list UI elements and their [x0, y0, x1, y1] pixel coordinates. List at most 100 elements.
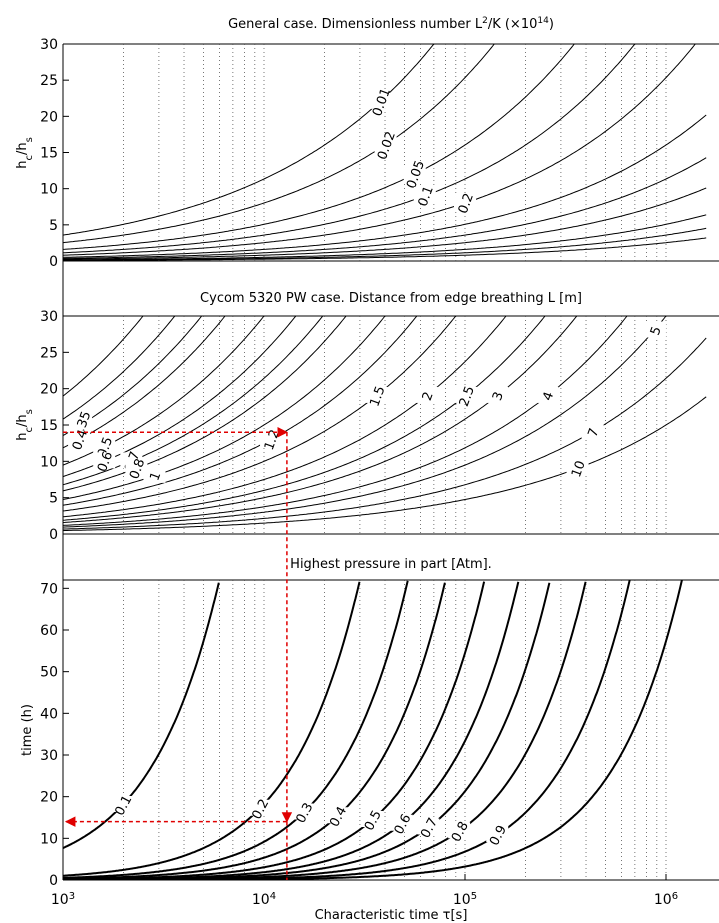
y-tick-label: 25: [40, 73, 58, 89]
y-label-sub: c: [24, 427, 35, 433]
x-tick-label: 103: [51, 891, 75, 909]
curve-label-bg: [125, 459, 148, 476]
series-line: [63, 316, 226, 449]
x-tick-label: 104: [252, 891, 276, 909]
curve-label-bg: [143, 466, 166, 483]
series-line: [63, 316, 546, 521]
curve-label-bg: [111, 796, 134, 812]
curve-label-bg: [417, 818, 440, 835]
y-tick-label: 5: [49, 491, 58, 507]
series-line: [63, 396, 707, 532]
curve-label-bg: [361, 811, 384, 827]
y-tick-label: 70: [40, 581, 58, 597]
curve-label-bg: [448, 822, 471, 839]
curve-label-bg: [93, 437, 116, 454]
curve-label-bg: [486, 386, 509, 403]
curve-label-bg: [455, 386, 478, 403]
y-tick-label: 0: [49, 873, 58, 889]
y-tick-label: 0: [49, 527, 58, 543]
y-tick-label: 25: [40, 345, 58, 361]
series-line: [63, 581, 361, 877]
curve-label-bg: [93, 452, 116, 469]
y-tick-label: 30: [40, 309, 58, 325]
curve-label-bg: [70, 416, 93, 432]
curve-label-bg: [248, 799, 271, 816]
curve-label-bg: [454, 194, 476, 211]
y-axis-label: time (h): [20, 704, 35, 756]
series-line: [63, 114, 707, 258]
y-tick-label: 50: [40, 665, 58, 681]
curve-label-bg: [390, 814, 413, 831]
series-line: [63, 582, 446, 880]
series-line: [63, 316, 176, 420]
y-tick-label: 20: [40, 790, 58, 806]
chart-title: Cycom 5320 PW case. Distance from edge b…: [200, 291, 582, 306]
series-line: [63, 316, 628, 526]
curve-label-bg: [260, 430, 283, 447]
curve-label: 0.4: [70, 428, 91, 453]
series-line: [63, 316, 386, 500]
series-line: [63, 214, 707, 261]
svg-text:hc/hs: hc/hs: [15, 137, 35, 169]
curve-label-bg: [581, 423, 604, 440]
y-axis-label: hc/hs: [15, 409, 35, 441]
y-tick-label: 20: [40, 109, 58, 125]
y-tick-label: 10: [40, 182, 58, 198]
curve-label: 1.5: [367, 384, 388, 409]
series-line: [63, 580, 631, 880]
series-line: [63, 580, 409, 879]
y-tick-label: 60: [40, 623, 58, 639]
series-line: [63, 316, 667, 528]
series-line: [63, 237, 707, 261]
y-label-sub: s: [24, 137, 35, 142]
series-line: [63, 337, 707, 530]
curve-label-bg: [413, 186, 436, 203]
y-tick-label: 0: [49, 254, 58, 270]
series-line: [63, 582, 220, 849]
y-tick-label: 20: [40, 382, 58, 398]
series-line: [63, 44, 495, 244]
y-tick-label: 30: [40, 37, 58, 53]
curve-label: 0.1: [416, 184, 437, 209]
series-line: [63, 187, 707, 260]
y-tick-label: 10: [40, 454, 58, 470]
y-tick-label: 10: [40, 831, 58, 847]
curve-label: 0.6: [95, 450, 116, 475]
curve-label-bg: [369, 92, 392, 109]
series-line: [63, 316, 347, 492]
series-line: [63, 316, 265, 466]
series-line: [63, 44, 696, 256]
y-tick-label: 15: [40, 418, 58, 434]
chart-title: Highest pressure in part [Atm].: [290, 557, 492, 572]
curve-label-bg: [292, 803, 315, 820]
curve-label-bg: [566, 459, 589, 476]
x-tick-label: 106: [654, 891, 678, 909]
series-line: [63, 316, 203, 436]
curve-label-bg: [415, 386, 438, 403]
series-line: [63, 580, 683, 880]
curve-label-bg: [403, 165, 426, 182]
curve-label-bg: [68, 430, 91, 447]
series-line: [63, 316, 324, 486]
series-line: [63, 316, 297, 478]
curve-label: 2.5: [457, 384, 478, 409]
y-axis-label: hc/hs: [15, 137, 35, 169]
series-line: [63, 316, 418, 506]
series-line: [63, 316, 507, 518]
series-line: [63, 316, 578, 523]
y-tick-label: 15: [40, 146, 58, 162]
curve-label-bg: [643, 321, 666, 338]
curve-label-bg: [486, 826, 509, 842]
y-label-sub: s: [24, 409, 35, 414]
series-line: [63, 44, 435, 236]
series-line: [63, 582, 551, 880]
curve-label: 0.8: [127, 457, 148, 482]
y-tick-label: 40: [40, 706, 58, 722]
x-axis-label: Characteristic time τ[s]: [315, 908, 468, 923]
curve-label: 0.2: [456, 191, 477, 216]
curve-label-bg: [326, 807, 349, 824]
curve-label-bg: [536, 386, 559, 403]
series-line: [63, 157, 707, 259]
series-line: [63, 44, 575, 250]
